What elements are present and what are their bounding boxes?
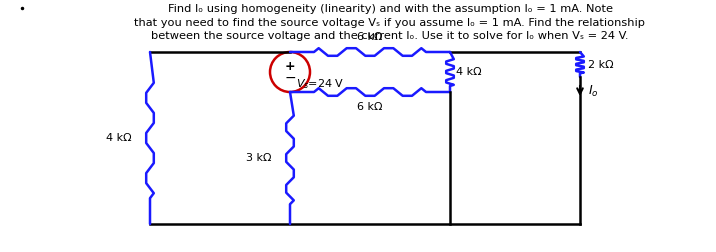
Text: 4 kΩ: 4 kΩ: [107, 133, 132, 143]
Text: +: +: [285, 59, 295, 73]
Text: 6 kΩ: 6 kΩ: [357, 32, 383, 42]
Text: 3 kΩ: 3 kΩ: [246, 153, 272, 163]
Text: 6 kΩ: 6 kΩ: [357, 102, 383, 112]
Text: 2 kΩ: 2 kΩ: [588, 59, 614, 70]
Text: $I_o$: $I_o$: [588, 83, 599, 99]
Text: −: −: [284, 71, 296, 85]
Text: $V_s$=24 V: $V_s$=24 V: [296, 77, 344, 91]
Text: 4 kΩ: 4 kΩ: [456, 67, 482, 77]
Text: Find Iₒ using homogeneity (linearity) and with the assumption Iₒ = 1 mA. Note
th: Find Iₒ using homogeneity (linearity) an…: [135, 4, 646, 41]
